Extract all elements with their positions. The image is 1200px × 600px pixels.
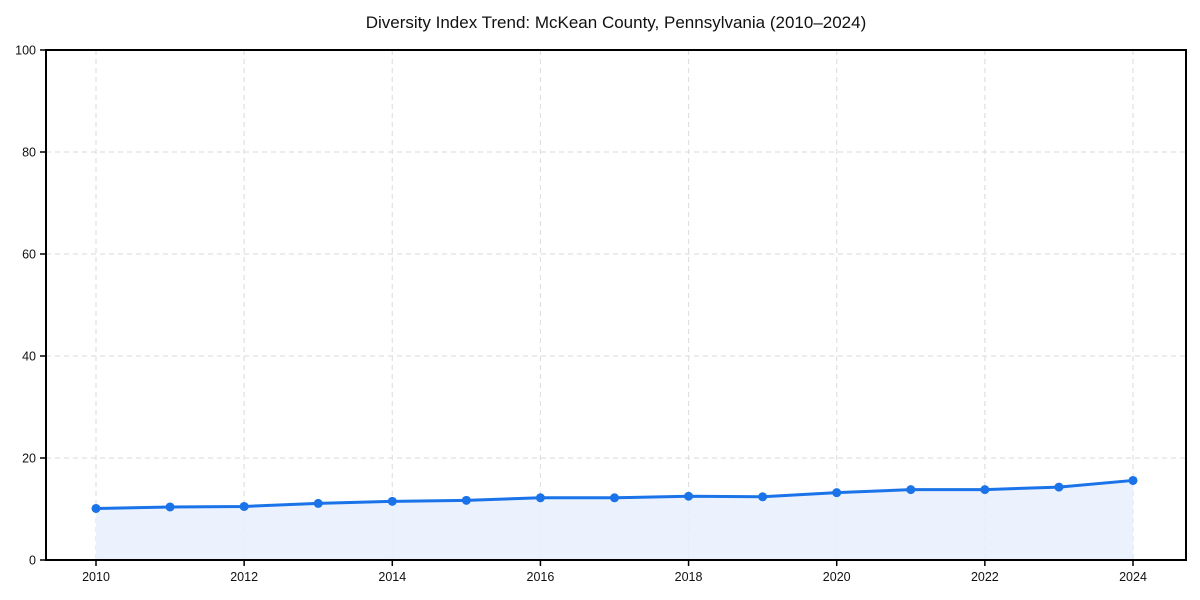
data-point xyxy=(91,503,101,513)
data-point xyxy=(758,492,768,502)
data-layer xyxy=(91,475,1138,560)
data-point xyxy=(239,501,249,511)
y-tick-label: 60 xyxy=(22,248,36,262)
data-point xyxy=(980,485,990,495)
y-tick-label: 40 xyxy=(22,350,36,364)
x-tick-label: 2022 xyxy=(971,570,999,584)
x-tick-label: 2012 xyxy=(230,570,258,584)
data-point xyxy=(684,491,694,501)
area-fill xyxy=(96,480,1133,560)
y-tick-label: 80 xyxy=(22,146,36,160)
data-point xyxy=(832,488,842,498)
x-tick-label: 2010 xyxy=(82,570,110,584)
x-tick-label: 2014 xyxy=(378,570,406,584)
axes-layer: 2010 2012 2014 2016 2018 2020 2022 2024 0 20 40 60 8… xyxy=(15,44,1187,584)
data-point xyxy=(1054,482,1064,492)
x-tick-label: 2020 xyxy=(823,570,851,584)
chart-title: Diversity Index Trend: McKean County, Pe… xyxy=(366,13,867,32)
x-tick-label: 2016 xyxy=(527,570,555,584)
data-point xyxy=(535,493,545,503)
data-point xyxy=(313,498,323,508)
y-tick-label: 0 xyxy=(29,554,36,568)
x-tick-label: 2024 xyxy=(1119,570,1147,584)
data-point xyxy=(1128,475,1138,485)
data-point xyxy=(610,493,619,503)
data-point xyxy=(906,485,916,495)
axis-frame xyxy=(45,49,1187,561)
data-point xyxy=(165,502,175,512)
gridline-layer xyxy=(46,49,1186,560)
y-tick-label: 20 xyxy=(22,452,36,466)
data-point xyxy=(461,495,471,505)
x-tick-label: 2018 xyxy=(675,570,703,584)
y-tick-label: 100 xyxy=(15,44,36,58)
data-point xyxy=(387,496,397,506)
